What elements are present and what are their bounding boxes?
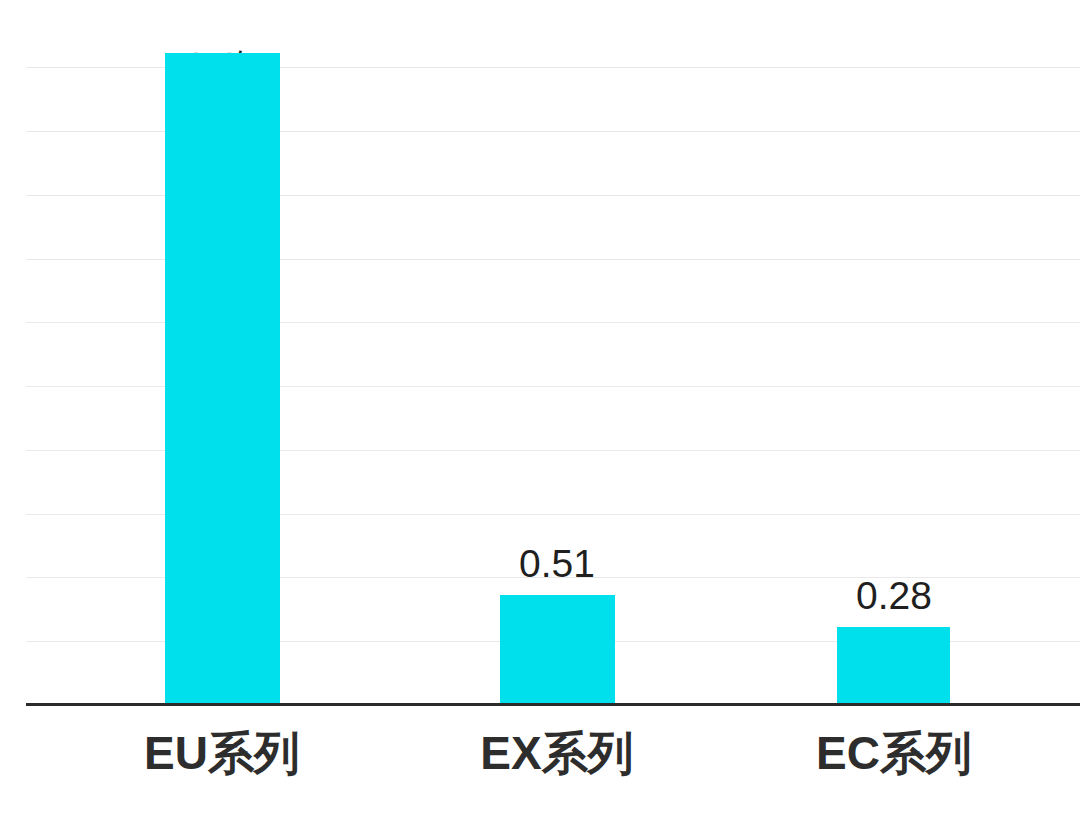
bar-ex-series bbox=[500, 595, 615, 703]
bar-eu-series bbox=[165, 53, 280, 703]
value-label-ex-line1: 0.51 bbox=[407, 541, 707, 586]
x-axis-label-ec: EC系列 bbox=[744, 726, 1044, 780]
x-axis-label-ex: EX系列 bbox=[407, 726, 707, 780]
value-label-ec-line1: 0.28 bbox=[744, 573, 1044, 618]
x-axis-line bbox=[26, 703, 1080, 706]
x-axis-label-eu: EU系列 bbox=[72, 726, 372, 780]
bar-chart: 5万辆 0.51 万辆 0.28 万辆 EU系列 EX系列 EC系列 bbox=[0, 0, 1080, 833]
bar-ec-series bbox=[837, 627, 950, 703]
